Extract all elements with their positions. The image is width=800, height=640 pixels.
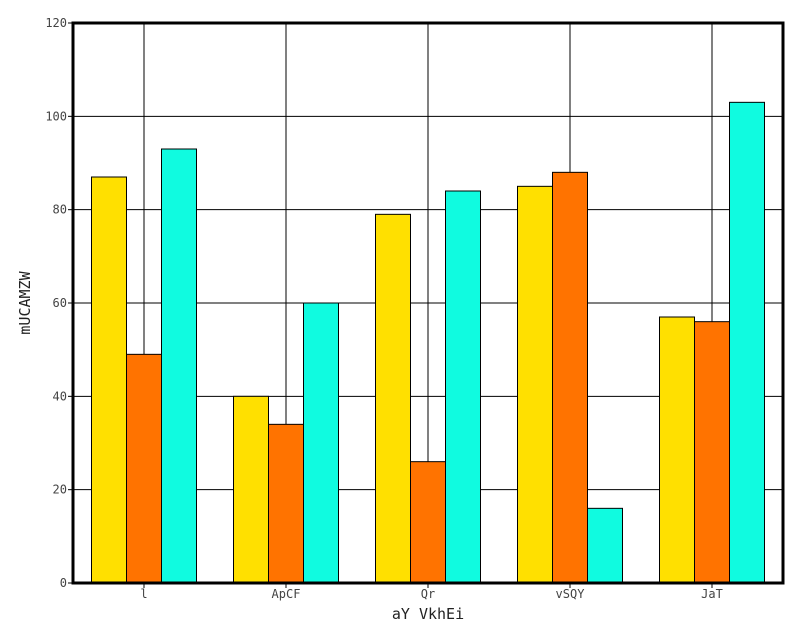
bars	[91, 101, 765, 584]
x-axis-ticks: l ApCF Qr vSQY JaT	[140, 583, 723, 601]
bar	[587, 507, 623, 584]
bar	[729, 101, 765, 584]
x-tick-label: Qr	[421, 587, 435, 601]
x-tick-label: vSQY	[556, 587, 586, 601]
bar	[694, 321, 730, 584]
y-tick-label: 20	[53, 483, 67, 497]
x-tick-label: l	[140, 587, 147, 601]
y-tick-label: 0	[60, 576, 67, 590]
y-tick-label: 60	[53, 296, 67, 310]
bar	[268, 423, 304, 584]
bar	[161, 148, 197, 584]
bar	[552, 171, 588, 584]
x-tick-label: ApCF	[272, 587, 301, 601]
y-tick-label: 40	[53, 389, 67, 403]
bar	[303, 302, 339, 584]
bar	[517, 185, 553, 584]
bar	[91, 176, 127, 584]
y-axis-title: mUCAMZW	[16, 270, 34, 334]
y-tick-label: 120	[45, 16, 67, 30]
y-tick-label: 100	[45, 109, 67, 123]
bar	[126, 353, 162, 584]
bar	[233, 395, 269, 584]
y-tick-label: 80	[53, 203, 67, 217]
y-axis-ticks: 0 20 40 60 80 100 120	[45, 16, 73, 590]
bar	[375, 213, 411, 584]
x-tick-label: JaT	[701, 587, 723, 601]
bar	[445, 190, 481, 584]
bar	[410, 461, 446, 584]
x-axis-title: aY VkhEi	[392, 605, 464, 623]
bar	[659, 316, 695, 584]
